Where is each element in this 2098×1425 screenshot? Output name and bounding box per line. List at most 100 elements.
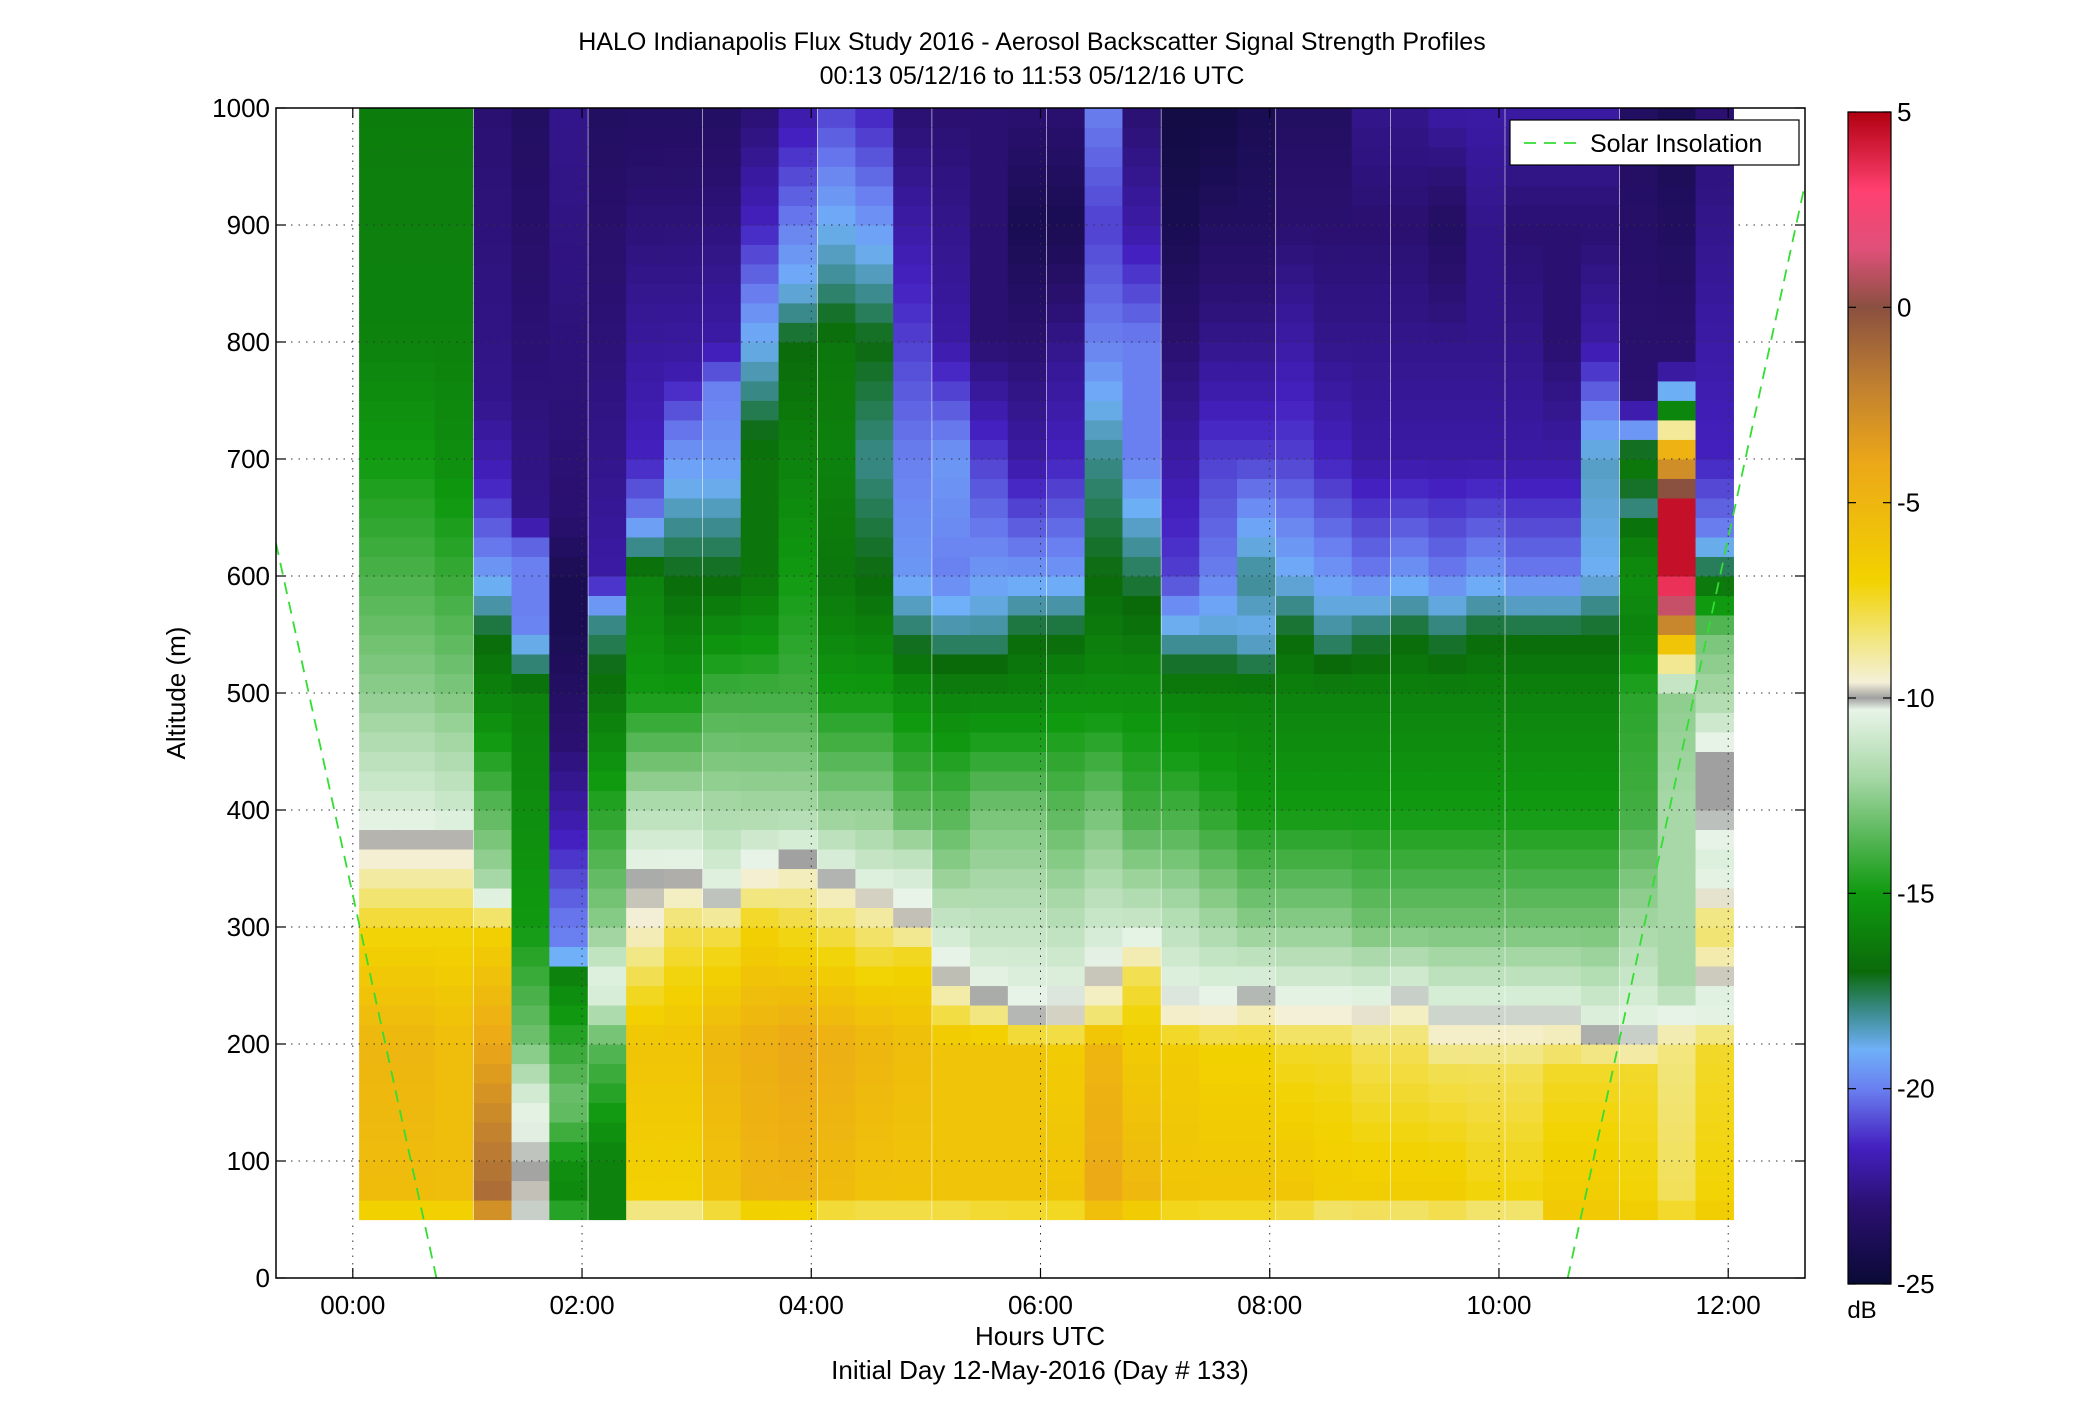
heatmap-cell <box>817 108 856 128</box>
heatmap-cell <box>740 1024 780 1045</box>
heatmap-cell <box>893 283 932 304</box>
heatmap-cell <box>1580 653 1620 674</box>
heatmap-cell <box>702 224 742 245</box>
heatmap-cell <box>588 419 627 440</box>
heatmap-cell <box>359 731 398 752</box>
heatmap-cell <box>473 127 513 148</box>
heatmap-cell <box>588 926 627 948</box>
heatmap-cell <box>396 712 436 733</box>
heatmap-cell <box>663 263 703 284</box>
heatmap-cell <box>1046 185 1086 206</box>
heatmap-cell <box>434 1102 474 1123</box>
heatmap-cell <box>1007 1063 1047 1084</box>
heatmap-cell <box>588 1160 627 1182</box>
heatmap-cell <box>932 185 971 206</box>
heatmap-cell <box>1695 907 1734 928</box>
heatmap-cell <box>1657 1063 1697 1084</box>
heatmap-cell <box>970 127 1009 148</box>
heatmap-cell <box>702 634 742 655</box>
heatmap-cell <box>1351 205 1391 226</box>
heatmap-cell <box>1313 1102 1353 1123</box>
heatmap-cell <box>702 439 742 460</box>
heatmap-cell <box>1428 439 1467 460</box>
heatmap-cell <box>1619 653 1659 674</box>
heatmap-cell <box>970 1082 1009 1104</box>
heatmap-cell <box>1505 458 1544 479</box>
heatmap-cell <box>1007 575 1047 596</box>
heatmap-cell <box>1199 614 1238 635</box>
heatmap-cell <box>549 965 588 987</box>
heatmap-cell <box>1619 302 1659 323</box>
heatmap-cell <box>1505 1160 1544 1182</box>
heatmap-cell <box>970 829 1009 850</box>
heatmap-cell <box>626 751 665 772</box>
heatmap-cell <box>893 1121 932 1143</box>
heatmap-cell <box>1351 536 1391 557</box>
heatmap-cell <box>549 361 588 382</box>
heatmap-cell <box>1237 263 1276 284</box>
heatmap-cell <box>778 809 818 831</box>
heatmap-cell <box>1466 887 1505 909</box>
heatmap-cell <box>1428 419 1467 440</box>
heatmap-cell <box>1122 419 1161 440</box>
heatmap-cell <box>434 400 474 421</box>
heatmap-cell <box>626 439 665 460</box>
heatmap-cell <box>511 497 550 518</box>
heatmap-cell <box>1046 985 1086 1006</box>
heatmap-cell <box>1276 595 1315 616</box>
heatmap-cell <box>1046 653 1086 674</box>
heatmap-cell <box>1580 1102 1620 1123</box>
heatmap-cell <box>702 380 742 401</box>
heatmap-cell <box>1466 770 1505 792</box>
heatmap-cell <box>663 517 703 538</box>
heatmap-cell <box>1161 653 1200 674</box>
heatmap-cell <box>396 127 436 148</box>
heatmap-cell <box>740 751 780 772</box>
heatmap-cell <box>1276 868 1315 889</box>
heatmap-cell <box>1466 361 1505 382</box>
heatmap-cell <box>396 1043 436 1065</box>
heatmap-cell <box>778 634 818 655</box>
heatmap-cell <box>1276 1160 1315 1182</box>
heatmap-cell <box>1657 302 1697 323</box>
heatmap-cell <box>1313 263 1353 284</box>
heatmap-cell <box>1505 380 1544 401</box>
heatmap-cell <box>663 380 703 401</box>
heatmap-cell <box>817 751 856 772</box>
heatmap-cell <box>1007 185 1047 206</box>
heatmap-cell <box>1046 712 1086 733</box>
heatmap-cell <box>855 1024 894 1045</box>
heatmap-cell <box>893 146 932 167</box>
heatmap-cell <box>740 712 780 733</box>
heatmap-cell <box>473 575 513 596</box>
heatmap-cell <box>817 556 856 577</box>
heatmap-cell <box>855 907 894 928</box>
heatmap-cell <box>855 1141 894 1162</box>
heatmap-cell <box>1351 478 1391 499</box>
heatmap-cell <box>588 224 627 245</box>
heatmap-cell <box>740 673 780 694</box>
heatmap-cell <box>1161 517 1200 538</box>
heatmap-cell <box>473 1121 513 1143</box>
heatmap-cell <box>359 302 398 323</box>
heatmap-cell <box>1466 1141 1505 1162</box>
heatmap-cell <box>932 224 971 245</box>
heatmap-cell <box>817 1024 856 1045</box>
heatmap-cell <box>1351 166 1391 187</box>
heatmap-cell <box>1161 146 1200 167</box>
heatmap-cell <box>1695 322 1734 343</box>
heatmap-cell <box>1619 263 1659 284</box>
heatmap-cell <box>1543 985 1582 1006</box>
heatmap-cell <box>970 809 1009 831</box>
heatmap-cell <box>1161 185 1200 206</box>
heatmap-cell <box>1390 595 1430 616</box>
heatmap-cell <box>932 946 971 967</box>
heatmap-cell <box>970 166 1009 187</box>
heatmap-cell <box>1313 809 1353 831</box>
heatmap-cell <box>1351 517 1391 538</box>
heatmap-cell <box>970 712 1009 733</box>
heatmap-cell <box>1580 926 1620 948</box>
heatmap-cell <box>1237 907 1276 928</box>
heatmap-cell <box>1199 166 1238 187</box>
heatmap-cell <box>702 887 742 909</box>
